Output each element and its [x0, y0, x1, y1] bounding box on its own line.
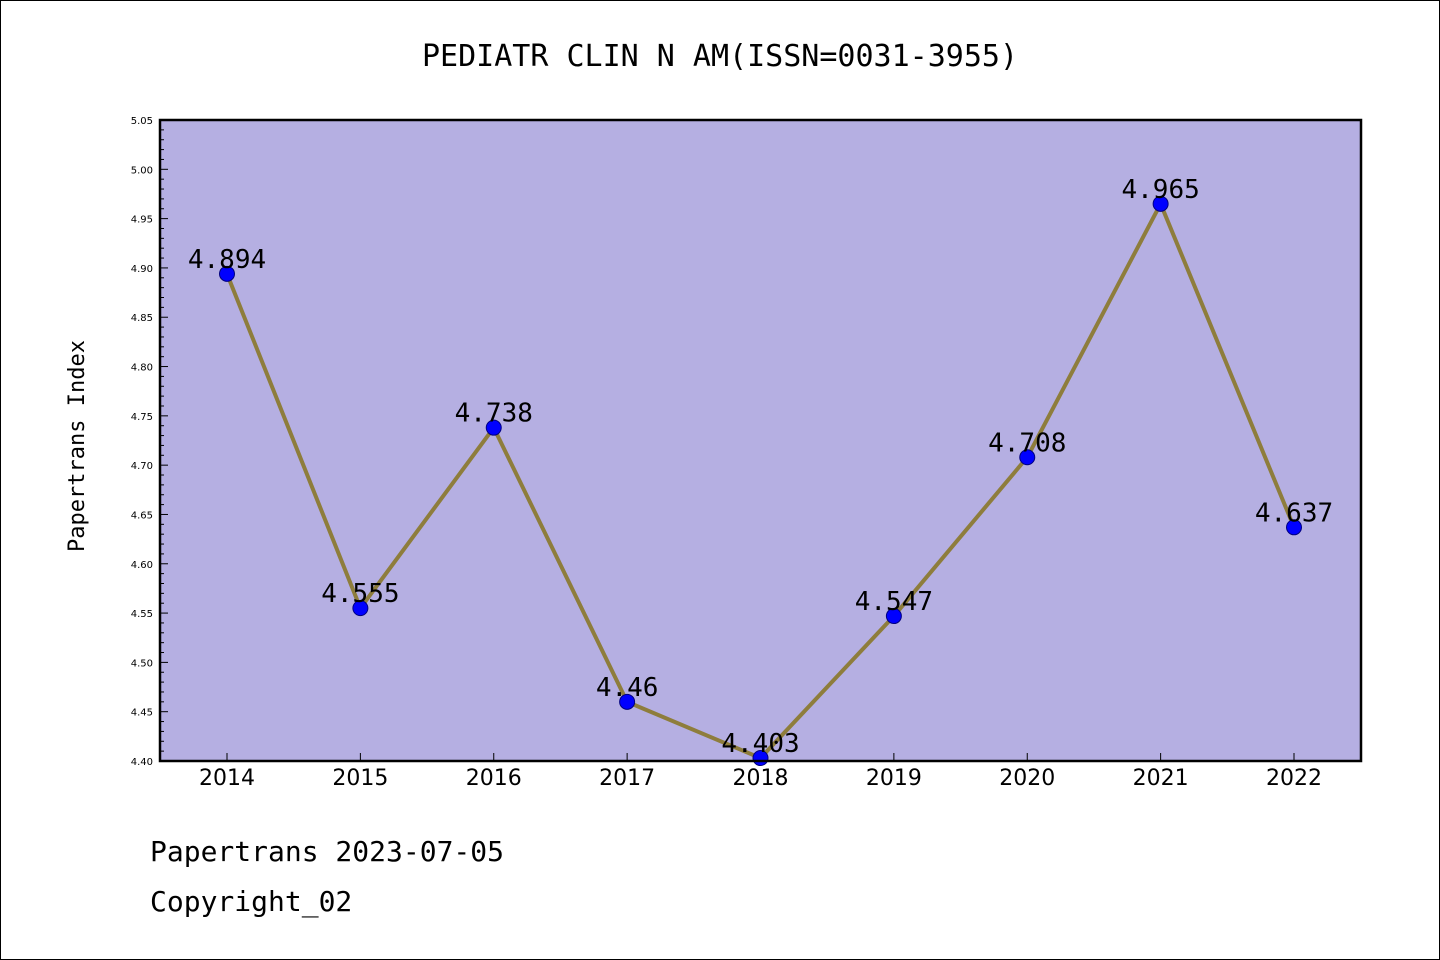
x-axis: 2014 2015 2016 2017 2018 2019 2020 2021 2022 [199, 753, 1322, 791]
data-label: 4.547 [855, 587, 933, 617]
plot-border [158, 118, 1363, 763]
y-tick-label: 4.40 [131, 757, 153, 768]
data-point [1019, 449, 1036, 466]
data-point [885, 608, 902, 625]
data-point [485, 419, 502, 436]
data-label: 4.46 [596, 673, 659, 703]
y-tick-label: 4.70 [131, 461, 153, 472]
data-label: 4.738 [455, 399, 533, 429]
data-label: 4.965 [1121, 175, 1199, 205]
data-point [1152, 195, 1169, 212]
x-tick-label: 2019 [866, 766, 922, 791]
y-tick-label: 4.80 [131, 363, 153, 374]
x-tick-label: 2018 [733, 766, 789, 791]
data-label: 4.637 [1255, 498, 1333, 528]
footer-date: Papertrans 2023-07-05 [150, 835, 505, 868]
x-tick-label: 2015 [332, 766, 388, 791]
y-tick-label: 5.00 [131, 165, 153, 176]
y-tick-label: 4.55 [131, 609, 153, 620]
x-tick-label: 2017 [599, 766, 655, 791]
x-tick-label: 2016 [466, 766, 522, 791]
x-tick-label: 2022 [1266, 766, 1322, 791]
y-tick-label: 4.90 [131, 264, 153, 275]
plot-area [160, 120, 1361, 761]
y-axis-label: Papertrans Index [65, 340, 90, 552]
y-tick-label: 4.45 [131, 708, 153, 719]
y-tick-label: 4.65 [131, 510, 153, 521]
y-tick-label: 4.85 [131, 313, 153, 324]
y-tick-label: 4.60 [131, 560, 153, 571]
y-tick-label: 4.75 [131, 412, 153, 423]
data-point [219, 265, 235, 282]
x-tick-label: 2021 [1133, 766, 1189, 791]
x-tick-label: 2014 [199, 766, 255, 791]
chart-title: PEDIATR CLIN N AM(ISSN=0031-3955) [422, 39, 1018, 74]
y-axis: 4.40 4.45 4.50 4.55 4.60 4.65 4.70 4.75 4.80 4.85… [131, 116, 168, 768]
data-label: 4.403 [721, 729, 799, 759]
data-point [352, 600, 369, 617]
y-tick-label: 5.05 [131, 116, 153, 127]
y-tick-label: 4.95 [131, 215, 153, 226]
footer-copyright: Copyright_02 [150, 885, 353, 918]
data-labels: 4.894 4.555 4.738 4.46 4.403 4.547 4.708 4.965 4… [188, 175, 1333, 759]
y-tick-label: 4.50 [131, 658, 153, 669]
data-point [619, 693, 636, 710]
x-tick-label: 2020 [999, 766, 1055, 791]
data-point [1286, 519, 1302, 536]
data-label: 4.555 [321, 579, 399, 609]
data-label: 4.894 [188, 245, 266, 275]
series-markers [219, 195, 1302, 767]
data-label: 4.708 [988, 428, 1066, 458]
